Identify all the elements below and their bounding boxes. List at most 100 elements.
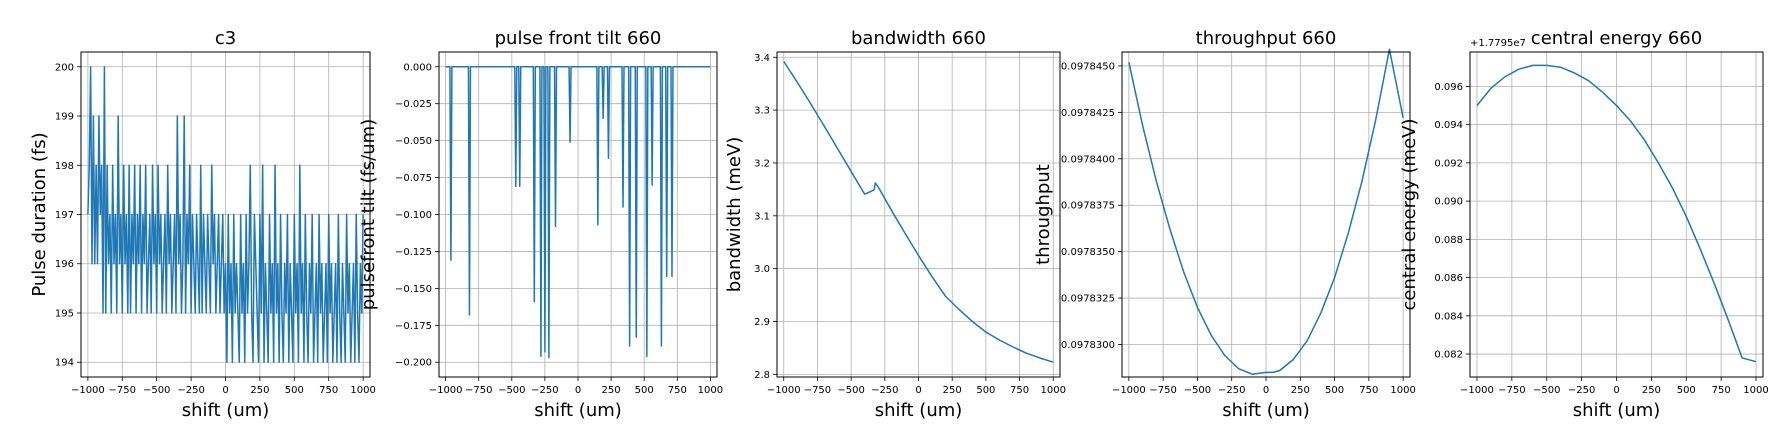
y-tick-label: 0.0978400 xyxy=(1061,154,1115,165)
x-tick-label: −500 xyxy=(1184,385,1211,396)
x-tick-label: −250 xyxy=(1568,385,1595,396)
y-tick-label: 0.0978350 xyxy=(1061,247,1115,258)
x-tick-label: 1000 xyxy=(350,385,375,396)
chart-title: c3 xyxy=(215,28,236,49)
x-axis-label: shift (um) xyxy=(182,400,270,421)
x-tick-label: 250 xyxy=(1291,385,1310,396)
y-tick-label: 3.0 xyxy=(754,264,770,275)
chart-title: throughput 660 xyxy=(1196,28,1337,49)
series-line xyxy=(783,61,1054,363)
x-tick-label: −750 xyxy=(109,385,136,396)
series-line xyxy=(445,66,711,359)
y-tick-label: 196 xyxy=(55,259,74,270)
x-tick-label: 750 xyxy=(1010,385,1029,396)
y-tick-label: 0.0978425 xyxy=(1061,108,1115,119)
y-axis-label: bandwidth (meV) xyxy=(724,137,745,293)
x-tick-label: −1000 xyxy=(71,385,105,396)
y-tick-label: 0.090 xyxy=(1434,197,1463,208)
y-tick-label: 0.000 xyxy=(403,62,432,73)
x-tick-label: 0 xyxy=(915,385,921,396)
x-tick-label: −250 xyxy=(871,385,898,396)
x-tick-label: −250 xyxy=(531,385,558,396)
x-tick-label: 0 xyxy=(1613,385,1619,396)
series-line xyxy=(87,66,364,363)
y-tick-label: −0.175 xyxy=(395,321,432,332)
x-tick-label: 500 xyxy=(1325,385,1344,396)
y-axis-label: Pulse duration (fs) xyxy=(29,132,50,296)
x-tick-label: −1000 xyxy=(1112,385,1146,396)
y-tick-label: 0.088 xyxy=(1434,235,1463,246)
y-tick-label: 0.0978325 xyxy=(1061,294,1115,305)
x-tick-label: −1000 xyxy=(429,385,463,396)
x-tick-label: −500 xyxy=(1533,385,1560,396)
y-tick-label: 2.9 xyxy=(754,317,770,328)
x-axis-label: shift (um) xyxy=(875,400,963,421)
y-tick-label: −0.150 xyxy=(395,284,432,295)
x-tick-label: 500 xyxy=(285,385,304,396)
y-tick-label: 197 xyxy=(55,210,74,221)
y-tick-label: 198 xyxy=(55,161,74,172)
x-tick-label: 1000 xyxy=(1743,385,1768,396)
x-tick-label: 750 xyxy=(319,385,338,396)
x-tick-label: 1000 xyxy=(1390,385,1415,396)
chart-title: bandwidth 660 xyxy=(851,28,986,49)
x-tick-label: 1000 xyxy=(698,385,723,396)
x-tick-label: 250 xyxy=(602,385,621,396)
y-tick-label: 3.1 xyxy=(754,211,770,222)
y-tick-label: 0.092 xyxy=(1434,158,1463,169)
x-tick-label: 500 xyxy=(976,385,995,396)
y-tick-label: 0.0978375 xyxy=(1061,201,1115,212)
y-tick-label: 3.3 xyxy=(754,106,770,117)
x-tick-label: 250 xyxy=(250,385,269,396)
y-tick-label: 0.0978450 xyxy=(1061,61,1115,72)
y-tick-label: −0.100 xyxy=(395,210,432,221)
x-tick-label: 0 xyxy=(1263,385,1269,396)
x-tick-label: 250 xyxy=(1642,385,1661,396)
x-tick-label: 250 xyxy=(943,385,962,396)
x-tick-label: −250 xyxy=(177,385,204,396)
y-tick-label: 3.2 xyxy=(754,158,770,169)
x-tick-label: −750 xyxy=(1149,385,1176,396)
y-tick-label: −0.025 xyxy=(395,99,432,110)
y-tick-label: 0.084 xyxy=(1434,311,1463,322)
x-tick-label: −1000 xyxy=(767,385,801,396)
y-axis-label: pulsefront tilt (fs/um) xyxy=(358,119,379,310)
y-tick-label: 0.096 xyxy=(1434,82,1463,93)
x-tick-label: 500 xyxy=(635,385,654,396)
x-tick-label: 1000 xyxy=(1041,385,1066,396)
chart-title: pulse front tilt 660 xyxy=(495,28,662,49)
y-tick-label: 0.086 xyxy=(1434,273,1463,284)
x-tick-label: 500 xyxy=(1677,385,1696,396)
x-tick-label: −750 xyxy=(465,385,492,396)
y-tick-label: 0.094 xyxy=(1434,120,1463,131)
x-tick-label: −500 xyxy=(837,385,864,396)
series-line xyxy=(1128,48,1404,375)
y-tick-label: −0.075 xyxy=(395,173,432,184)
x-tick-label: 0 xyxy=(222,385,228,396)
y-tick-label: 200 xyxy=(55,62,74,73)
x-axis-label: shift (um) xyxy=(1222,400,1310,421)
series-line xyxy=(1476,64,1757,363)
x-tick-label: −250 xyxy=(1218,385,1245,396)
y-tick-label: 195 xyxy=(55,308,74,319)
y-tick-label: 199 xyxy=(55,112,74,123)
x-tick-label: −750 xyxy=(1498,385,1525,396)
x-tick-label: 750 xyxy=(668,385,687,396)
y-axis-label: throughput xyxy=(1033,164,1054,265)
x-tick-label: −1000 xyxy=(1460,385,1494,396)
y-tick-label: 0.0978300 xyxy=(1061,340,1115,351)
y-tick-label: 2.8 xyxy=(754,370,770,381)
x-tick-label: 750 xyxy=(1359,385,1378,396)
y-tick-label: 0.082 xyxy=(1434,350,1463,361)
y-tick-label: 3.4 xyxy=(754,53,770,64)
x-axis-label: shift (um) xyxy=(534,400,622,421)
x-tick-label: −750 xyxy=(804,385,831,396)
x-tick-label: −500 xyxy=(143,385,170,396)
y-axis-label: central energy (meV) xyxy=(1399,119,1420,311)
y-tick-label: −0.125 xyxy=(395,247,432,258)
y-offset-label: +1.7795e7 xyxy=(1470,38,1526,49)
y-tick-label: 194 xyxy=(55,358,74,369)
chart-title: central energy 660 xyxy=(1531,28,1702,49)
x-tick-label: 750 xyxy=(1712,385,1731,396)
